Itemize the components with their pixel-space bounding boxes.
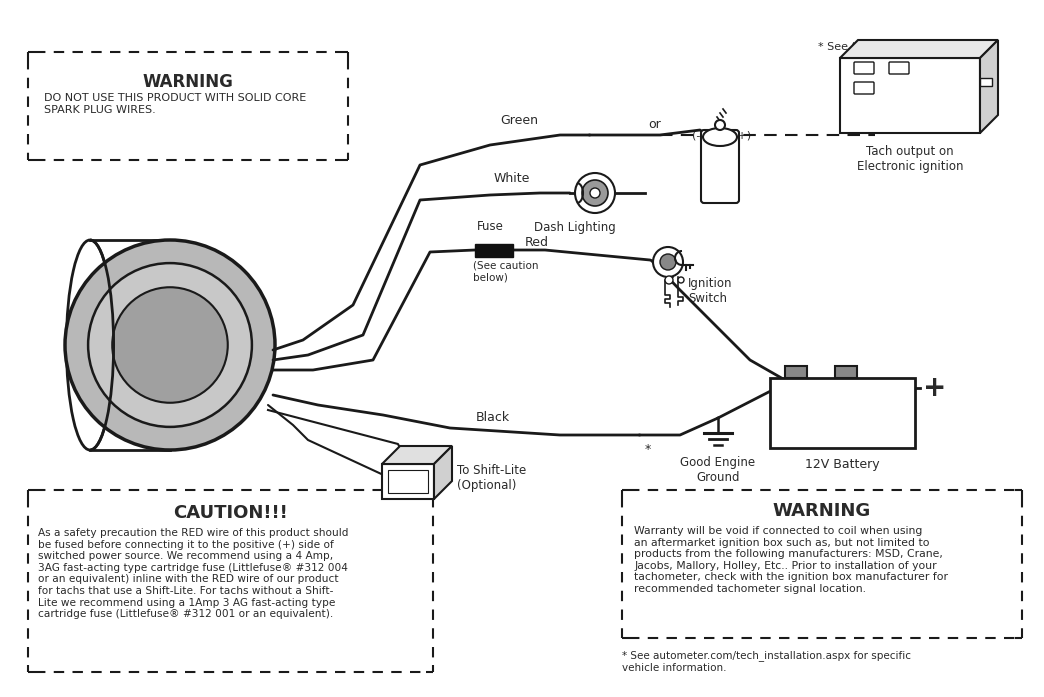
Text: Fuse: Fuse — [477, 220, 504, 233]
FancyBboxPatch shape — [889, 62, 909, 74]
Circle shape — [65, 240, 275, 450]
FancyBboxPatch shape — [785, 366, 807, 378]
Text: 12V BATTERY: 12V BATTERY — [789, 406, 895, 420]
Text: +: + — [923, 374, 946, 402]
Text: As a safety precaution the RED wire of this product should
be fused before conne: As a safety precaution the RED wire of t… — [38, 528, 349, 619]
Polygon shape — [382, 446, 452, 464]
Text: Green: Green — [500, 114, 538, 127]
Text: Ignition
Switch: Ignition Switch — [688, 277, 733, 305]
Text: * See “Warning” below: * See “Warning” below — [818, 42, 946, 52]
Circle shape — [575, 173, 615, 213]
Text: Warranty will be void if connected to coil when using
an aftermarket ignition bo: Warranty will be void if connected to co… — [634, 526, 948, 594]
Circle shape — [665, 276, 673, 284]
Text: (-): (-) — [691, 130, 705, 140]
Circle shape — [652, 247, 683, 277]
Circle shape — [582, 180, 608, 206]
Circle shape — [590, 188, 600, 198]
Ellipse shape — [67, 240, 114, 450]
FancyBboxPatch shape — [854, 62, 874, 74]
Text: (+): (+) — [733, 130, 751, 140]
Text: Black: Black — [476, 411, 511, 424]
Text: WARNING: WARNING — [773, 502, 871, 520]
Polygon shape — [980, 40, 998, 133]
FancyBboxPatch shape — [840, 58, 980, 133]
Polygon shape — [434, 446, 452, 499]
FancyBboxPatch shape — [854, 82, 874, 94]
Text: COIL: COIL — [704, 169, 736, 181]
Text: 12V Battery: 12V Battery — [805, 458, 879, 471]
Circle shape — [88, 263, 252, 427]
Circle shape — [113, 287, 228, 403]
Text: To Shift-Lite
(Optional): To Shift-Lite (Optional) — [457, 464, 526, 492]
FancyBboxPatch shape — [382, 464, 434, 499]
Text: (See caution
below): (See caution below) — [473, 261, 539, 282]
Polygon shape — [840, 40, 998, 58]
Text: CAUTION!!!: CAUTION!!! — [172, 504, 287, 522]
Text: DO NOT USE THIS PRODUCT WITH SOLID CORE
SPARK PLUG WIRES.: DO NOT USE THIS PRODUCT WITH SOLID CORE … — [44, 93, 306, 114]
Text: * See autometer.com/tech_installation.aspx for specific
vehicle information.: * See autometer.com/tech_installation.as… — [622, 650, 911, 673]
Ellipse shape — [703, 128, 737, 146]
Text: White: White — [494, 172, 530, 185]
Text: *: * — [645, 443, 651, 457]
Circle shape — [678, 277, 684, 283]
FancyBboxPatch shape — [980, 78, 992, 86]
Text: Good Engine
Ground: Good Engine Ground — [681, 456, 756, 484]
Circle shape — [715, 120, 725, 130]
FancyBboxPatch shape — [475, 244, 513, 257]
Text: Tach output on
Electronic ignition: Tach output on Electronic ignition — [857, 145, 964, 173]
FancyBboxPatch shape — [701, 130, 739, 203]
FancyBboxPatch shape — [388, 470, 428, 493]
Text: Red: Red — [525, 236, 549, 249]
Text: –: – — [792, 365, 800, 379]
FancyBboxPatch shape — [770, 378, 915, 448]
Text: or: or — [648, 118, 661, 132]
Text: Dash Lighting: Dash Lighting — [535, 221, 616, 234]
FancyBboxPatch shape — [835, 366, 857, 378]
Text: WARNING: WARNING — [143, 73, 234, 91]
Circle shape — [660, 254, 677, 270]
